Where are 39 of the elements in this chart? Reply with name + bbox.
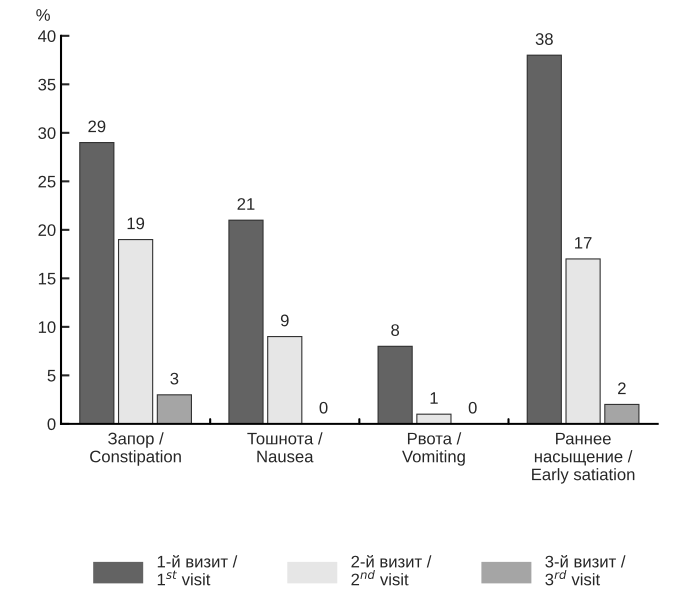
bar [156,394,192,424]
bar [526,54,562,424]
data-label: 9 [280,314,289,326]
y-tick-label: 20 [38,224,56,236]
y-tick-label: 30 [38,127,56,140]
bar [118,238,154,424]
y-tick-label: 10 [38,321,56,334]
data-label: 38 [536,33,553,45]
x-tick-label: Раннее насыщение / Early satiation [532,432,634,484]
bar [416,414,452,424]
data-label: 2 [618,382,626,394]
y-tick-label: 5 [48,370,56,382]
legend-label: 2-й визит / 2$^{nd}$ visit [351,554,432,586]
bar [267,336,302,424]
bar [228,220,264,424]
y-tick-label: 35 [38,78,56,91]
bar [604,404,640,424]
data-label: 19 [128,218,144,230]
x-tick-label: Тошнота / Nausea [247,432,323,462]
legend-label: 1-й визит / 1$^{st}$ visit [158,554,238,586]
data-label: 0 [468,402,477,414]
legend-label: 3-й визит / 3$^{rd}$ visit [545,554,626,586]
data-label: 21 [238,198,254,210]
data-label: 29 [88,120,106,132]
data-label: 1 [430,392,438,404]
y-tick-label: 0 [48,418,56,430]
data-label: 0 [320,402,328,414]
bar [79,142,114,424]
data-label: 3 [170,372,178,385]
data-label: 8 [391,324,400,336]
data-label: 17 [575,237,592,249]
y-tick-label: 25 [38,176,56,188]
y-tick-label: 15 [38,272,56,285]
bar [565,258,601,424]
x-tick-label: Запор / Constipation [90,432,181,466]
y-axis-title: % [36,9,50,21]
y-tick-label: 40 [38,30,56,42]
x-tick-label: Рвота / Vomiting [402,432,465,466]
bar [378,346,413,424]
